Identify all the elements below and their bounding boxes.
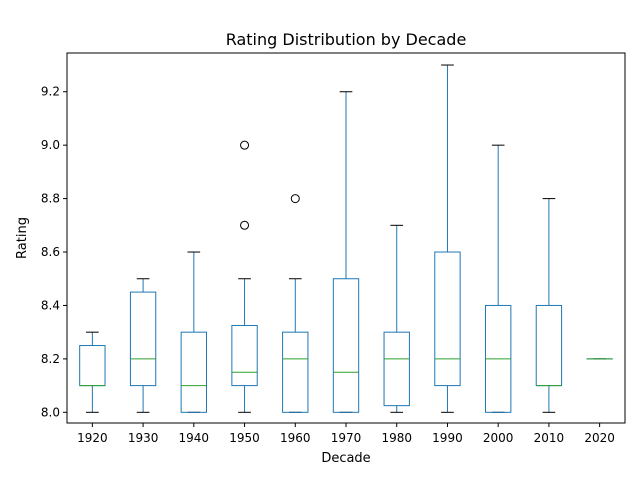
box-1990 bbox=[434, 64, 461, 413]
x-tick-label: 2010 bbox=[534, 431, 565, 445]
y-tick-label: 8.0 bbox=[41, 405, 60, 419]
x-tick-label: 1990 bbox=[432, 431, 463, 445]
y-axis-label: Rating bbox=[15, 217, 30, 259]
iqr-box bbox=[535, 304, 563, 387]
outlier-point bbox=[240, 140, 250, 150]
box-1980 bbox=[383, 224, 410, 413]
box-2000 bbox=[485, 144, 512, 413]
x-tick-label: 1970 bbox=[331, 431, 362, 445]
box-2010 bbox=[535, 198, 563, 413]
iqr-box bbox=[129, 291, 157, 387]
y-tick-label: 8.2 bbox=[41, 352, 60, 366]
box-1960 bbox=[282, 194, 309, 413]
x-tick-label: 1950 bbox=[229, 431, 260, 445]
box-1920 bbox=[79, 331, 106, 413]
box-1940 bbox=[180, 251, 208, 413]
y-axis-ticks: 8.0 8.2 8.4 8.6 8.8 9.0 9.2 bbox=[41, 85, 67, 419]
iqr-box bbox=[180, 331, 208, 413]
chart-title: Rating Distribution by Decade bbox=[226, 30, 467, 49]
iqr-box bbox=[231, 324, 258, 387]
box-1970 bbox=[332, 91, 360, 413]
y-tick-label: 8.8 bbox=[41, 192, 60, 206]
box-1950 bbox=[231, 140, 258, 413]
x-tick-label: 1940 bbox=[179, 431, 210, 445]
x-tick-label: 1980 bbox=[381, 431, 412, 445]
iqr-box bbox=[282, 331, 309, 413]
outlier-point bbox=[290, 194, 300, 204]
x-tick-label: 2000 bbox=[483, 431, 514, 445]
plot-area bbox=[79, 64, 613, 413]
x-tick-label: 1920 bbox=[77, 431, 108, 445]
iqr-box bbox=[79, 345, 106, 387]
iqr-box bbox=[332, 278, 360, 413]
box-1930 bbox=[129, 278, 157, 413]
x-tick-label: 1960 bbox=[280, 431, 311, 445]
outlier-point bbox=[240, 220, 250, 230]
y-tick-label: 8.6 bbox=[41, 245, 60, 259]
x-tick-label: 1930 bbox=[128, 431, 159, 445]
x-axis-label: Decade bbox=[321, 451, 370, 466]
x-axis-ticks: 1920 1930 1940 1950 1960 1970 1980 1990 2000 2010… bbox=[77, 423, 615, 445]
iqr-box bbox=[434, 251, 461, 387]
y-tick-label: 8.4 bbox=[41, 298, 60, 312]
x-tick-label: 2020 bbox=[584, 431, 615, 445]
y-tick-label: 9.0 bbox=[41, 138, 60, 152]
y-tick-label: 9.2 bbox=[41, 85, 60, 99]
iqr-box bbox=[383, 331, 410, 407]
